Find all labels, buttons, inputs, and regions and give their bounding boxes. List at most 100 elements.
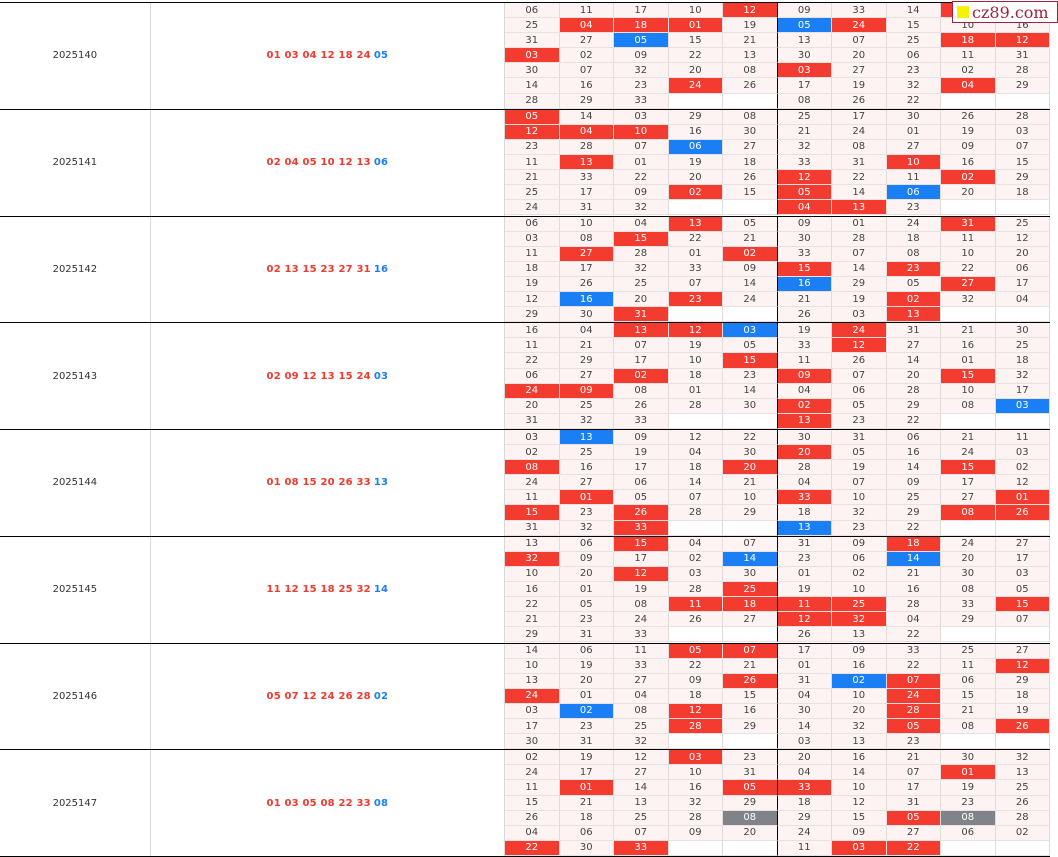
- grid-cell: 20: [995, 246, 1050, 262]
- grid-cell-red-hit: 28: [886, 703, 941, 719]
- grid-cell-red-hit: 22: [505, 840, 560, 856]
- grid-cell: 31: [723, 765, 778, 781]
- winning-numbers: 05 07 12 24 26 28 02: [151, 643, 505, 750]
- grid-cell: 04: [777, 765, 832, 781]
- grid-cell: 15: [995, 155, 1050, 171]
- grid-cell: 26: [941, 109, 996, 125]
- grid-cell: 02: [995, 825, 1050, 841]
- grid-cell: 28: [995, 810, 1050, 826]
- grid-cell: 26: [832, 353, 887, 369]
- period-number: 2025147: [0, 750, 151, 856]
- grid-cell: 21: [777, 124, 832, 140]
- grid-cell: 26: [559, 276, 614, 292]
- grid-cell-red-hit: 08: [505, 460, 560, 476]
- blue-ball: 05: [373, 50, 389, 62]
- grid-cell: 21: [886, 566, 941, 583]
- grid-cell: 09: [614, 185, 669, 201]
- grid-cell-red-hit: 15: [995, 597, 1050, 613]
- grid-cell-red-hit: 02: [723, 246, 778, 262]
- red-balls: 01 03 05 08 22 33: [266, 797, 371, 809]
- grid-cell-red-hit: 27: [941, 276, 996, 292]
- grid-cell: 07: [995, 139, 1050, 156]
- grid-cell: 08: [777, 93, 832, 109]
- grid-cell: 14: [723, 383, 778, 399]
- grid-cell: 28: [505, 93, 560, 109]
- grid-cell: 09: [941, 139, 996, 156]
- red-balls: 11 12 15 18 25 32: [266, 584, 371, 596]
- grid-cell: 13: [777, 33, 832, 49]
- grid-cell: 27: [614, 673, 669, 689]
- grid-cell: 08: [614, 597, 669, 613]
- grid-cell: 10: [668, 765, 723, 781]
- grid-cell-red-hit: 33: [777, 780, 832, 796]
- grid-cell: [941, 200, 996, 216]
- grid-cell-blue-hit: 13: [777, 520, 832, 536]
- grid-cell: 17: [505, 718, 560, 735]
- grid-cell: 06: [505, 216, 560, 232]
- grid-cell-red-hit: 18: [886, 536, 941, 552]
- grid-cell: 19: [777, 323, 832, 339]
- grid-cell: 30: [995, 323, 1050, 339]
- grid-cell: 07: [668, 490, 723, 506]
- watermark-text: cz89.com: [972, 2, 1049, 22]
- draw-row: 2025140 01 03 04 12 18 24 05 06 11 17 10 12 09 33…: [0, 3, 1050, 110]
- grid-cell: 09: [614, 48, 669, 64]
- grid-cell: 27: [941, 490, 996, 506]
- grid-cell-red-hit: 33: [614, 520, 669, 536]
- grid-cell: 05: [559, 597, 614, 613]
- grid-cell: 01: [777, 566, 832, 583]
- grid-cell: 29: [723, 795, 778, 811]
- winning-numbers: 02 04 05 10 12 13 06: [151, 109, 505, 216]
- grid-cell: 03: [777, 734, 832, 750]
- grid-cell: 05: [723, 216, 778, 232]
- grid-cell: 30: [559, 307, 614, 323]
- grid-cell-red-hit: 15: [505, 505, 560, 521]
- grid-cell-red-hit: 12: [777, 612, 832, 628]
- grid-cell: 24: [941, 536, 996, 552]
- grid-cell-blue-hit: 06: [668, 139, 723, 156]
- grid-cell: 25: [559, 398, 614, 414]
- grid-cell: 11: [505, 246, 560, 262]
- grid-cell: 08: [941, 582, 996, 598]
- grid-cell: 14: [832, 185, 887, 201]
- grid-cell: 29: [995, 170, 1050, 186]
- grid-cell: 21: [723, 658, 778, 674]
- grid-cell: 09: [886, 475, 941, 491]
- grid-cell: 07: [832, 33, 887, 49]
- grid-cell: 23: [614, 78, 669, 94]
- grid-cell: 09: [559, 551, 614, 567]
- grid-cell: 26: [777, 307, 832, 323]
- grid-cell: 10: [668, 3, 723, 19]
- grid-cell-blue-hit: 06: [886, 185, 941, 201]
- number-grid: 16 04 13 12 03 19 24 31 21 30 11 21 07 19 05 33 12 27 16 25…: [505, 323, 1050, 429]
- grid-cell: 07: [723, 536, 778, 552]
- winning-numbers: 02 09 12 13 15 24 03: [151, 323, 505, 429]
- grid-cell: 28: [559, 139, 614, 156]
- grid-cell: 18: [777, 795, 832, 811]
- grid-cell: 30: [777, 231, 832, 247]
- number-grid: 06 10 04 13 05 09 01 24 31 25 03 08 15 22 21 30 28 18 11 12…: [505, 216, 1050, 323]
- grid-cell: 14: [886, 460, 941, 476]
- grid-cell-red-hit: 20: [723, 460, 778, 476]
- grid-cell: 17: [941, 475, 996, 491]
- grid-cell: 21: [886, 750, 941, 766]
- grid-cell-red-hit: 10: [886, 155, 941, 171]
- grid-cell: 23: [832, 413, 887, 429]
- grid-cell-red-hit: 23: [886, 261, 941, 277]
- number-grid: 02 19 12 03 23 20 16 21 30 32 24 17 27 10 31 04 14 07 01 13…: [505, 750, 1050, 856]
- grid-cell: 17: [614, 353, 669, 369]
- grid-cell: 25: [614, 718, 669, 735]
- draw-row: 2025145 11 12 15 18 25 32 14 13 06 15 04 07 31 09…: [0, 536, 1050, 644]
- grid-cell: 16: [668, 780, 723, 796]
- grid-cell: 06: [886, 48, 941, 64]
- grid-cell: 23: [505, 139, 560, 156]
- grid-cell: 19: [614, 445, 669, 461]
- grid-cell: 03: [995, 566, 1050, 583]
- grid-cell: 13: [832, 734, 887, 750]
- red-balls: 01 03 04 12 18 24: [266, 50, 371, 62]
- grid-cell: 11: [559, 3, 614, 19]
- grid-cell: 03: [505, 430, 560, 446]
- grid-cell-red-hit: 05: [723, 780, 778, 796]
- grid-cell: 05: [832, 398, 887, 414]
- grid-cell: 24: [832, 124, 887, 140]
